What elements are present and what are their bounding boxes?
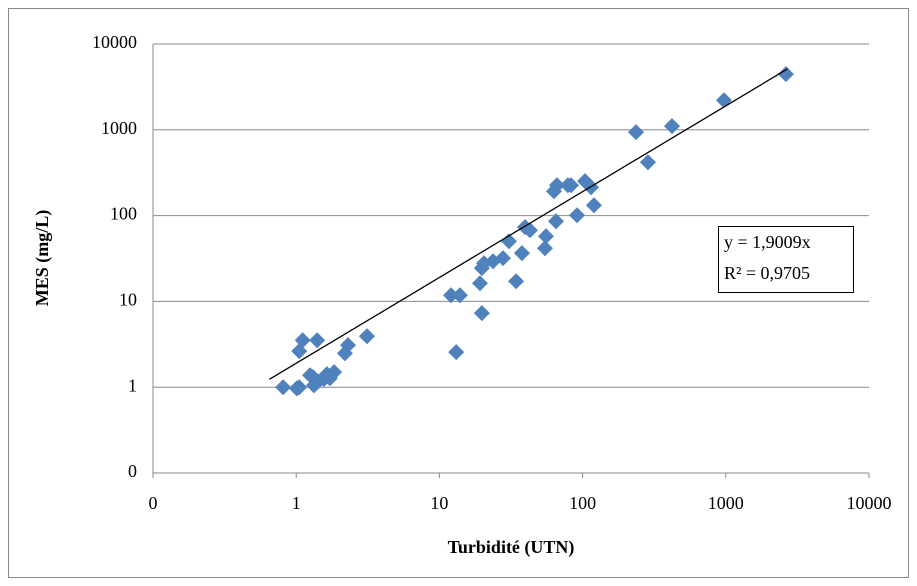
point <box>294 332 311 349</box>
point <box>536 240 553 257</box>
point <box>451 287 468 304</box>
point <box>548 213 565 230</box>
x-axis-title: Turbidité (UTN) <box>448 537 575 558</box>
y-tick-label: 1000 <box>101 118 137 138</box>
point <box>485 253 502 270</box>
point <box>358 328 375 345</box>
x-tick-label: 1 <box>292 493 301 513</box>
point <box>563 177 580 194</box>
y-axis-title: MES (mg/L) <box>32 210 53 307</box>
point <box>513 245 530 262</box>
equation-box <box>718 226 854 293</box>
point <box>548 177 565 194</box>
x-tick-label: 1000 <box>708 493 744 513</box>
point <box>494 250 511 267</box>
equation-label: y = 1,9009x <box>724 232 811 252</box>
x-tick-label: 10 <box>430 493 448 513</box>
x-tick-label: 100 <box>569 493 596 513</box>
x-tick-label: 10000 <box>847 493 892 513</box>
point <box>326 364 343 381</box>
y-tick-label: 10000 <box>92 32 137 52</box>
point <box>448 344 465 361</box>
point <box>339 337 356 354</box>
y-tick-label: 10 <box>119 290 137 310</box>
point <box>585 197 602 214</box>
point <box>473 305 490 322</box>
point <box>471 275 488 292</box>
point <box>639 154 656 171</box>
point <box>777 66 794 83</box>
point <box>663 118 680 135</box>
point <box>537 228 554 245</box>
point <box>569 207 586 224</box>
y-tick-label: 100 <box>110 204 137 224</box>
point <box>500 233 517 250</box>
y-tick-label: 0 <box>128 461 137 481</box>
y-tick-label: 1 <box>128 375 137 395</box>
point <box>275 379 292 396</box>
trendline <box>269 68 788 380</box>
point <box>291 379 308 396</box>
x-tick-label: 0 <box>149 493 158 513</box>
point <box>628 124 645 141</box>
point <box>508 273 525 290</box>
r2-label: R² = 0,9705 <box>724 263 810 283</box>
point <box>442 287 459 304</box>
point <box>309 332 326 349</box>
